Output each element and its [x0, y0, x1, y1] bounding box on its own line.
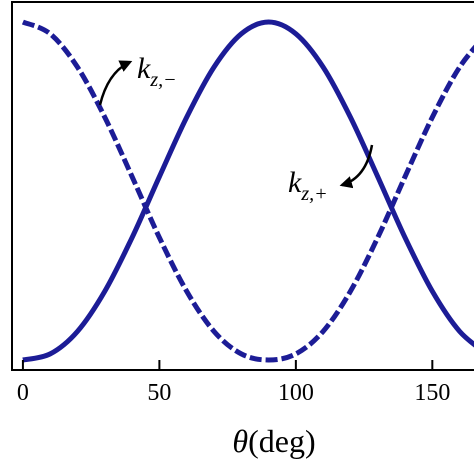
frame — [11, 1, 474, 371]
series-line — [22, 19, 474, 363]
annotation-arrow — [98, 60, 133, 106]
annotation-symbol: k — [288, 166, 302, 199]
annotation-subscript: z,+ — [300, 183, 327, 205]
x-label-symbol: θ — [232, 423, 248, 459]
x-tick-label: 0 — [17, 380, 29, 406]
annotation-arrow — [339, 144, 374, 189]
x-tick-label: 50 — [147, 380, 171, 406]
x-tick-label: 150 — [414, 380, 450, 406]
x-axis-label: θ(deg) — [232, 423, 315, 459]
x-tick-label: 100 — [278, 380, 314, 406]
x-label-unit: (deg) — [248, 423, 316, 459]
annotation-symbol: k — [137, 52, 151, 85]
plot-area — [21, 19, 474, 363]
annotation: kz,− — [137, 52, 177, 91]
annotation-subscript: z,− — [149, 69, 176, 91]
annotation: kz,+ — [288, 166, 328, 205]
series-line — [21, 19, 474, 363]
